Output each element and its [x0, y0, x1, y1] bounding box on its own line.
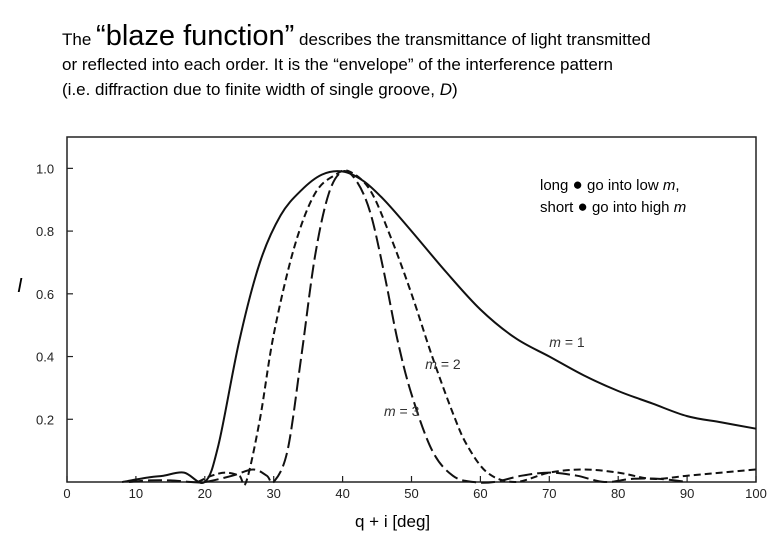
caption-lead: The	[62, 30, 92, 49]
y-axis-label: I	[17, 275, 23, 297]
x-tick-label: 30	[266, 486, 280, 501]
caption-line-3: (i.e. diffraction due to finite width of…	[62, 77, 762, 102]
y-tick-label: 0.2	[36, 412, 54, 427]
x-tick-label: 40	[335, 486, 349, 501]
series-label: m = 3	[384, 403, 420, 419]
caption-line-2: or reflected into each order. It is the …	[62, 55, 613, 74]
caption-line3-var: D	[439, 80, 452, 99]
series-labels: m = 1 m = 2 m = 3	[384, 334, 585, 419]
caption-line3-suffix: )	[451, 80, 458, 99]
caption-line-1: The “blaze function” describes the trans…	[62, 22, 762, 52]
caption-rest: describes the transmittance of light tra…	[294, 30, 651, 49]
annotation-line-2: short ● go into high m	[540, 197, 686, 216]
x-tick-label: 60	[473, 486, 487, 501]
y-tick-label: 0.4	[36, 350, 54, 365]
y-tick-label: 1.0	[36, 161, 54, 176]
x-axis-label: q + i [deg]	[355, 512, 430, 531]
bullet-icon: ●	[573, 175, 583, 194]
series-line-m-2	[197, 169, 757, 487]
x-tick-label: 50	[404, 486, 418, 501]
curves	[121, 169, 757, 487]
caption-highlight: “blaze function”	[96, 20, 295, 52]
x-tick-label: 70	[542, 486, 556, 501]
x-tick-label: 20	[198, 486, 212, 501]
y-tick-label: 0.6	[36, 287, 54, 302]
x-tick-label: 90	[680, 486, 694, 501]
series-line-m-1	[121, 170, 757, 484]
x-tick-label: 80	[611, 486, 625, 501]
series-label: m = 1	[549, 334, 585, 350]
x-tick-label: 100	[745, 486, 767, 501]
annotation-line-1: long ● go into low m,	[540, 175, 680, 194]
figure-caption: The “blaze function” describes the trans…	[62, 22, 762, 102]
y-axis-ticks: 0.2 0.4 0.6 0.8 1.0	[36, 161, 73, 427]
bullet-icon: ●	[578, 197, 588, 216]
x-axis-ticks: 0 10 20 30 40 50 60 70 80 90 100	[63, 476, 767, 501]
x-tick-label: 0	[63, 486, 70, 501]
y-tick-label: 0.8	[36, 224, 54, 239]
x-tick-label: 10	[129, 486, 143, 501]
series-label: m = 2	[425, 356, 461, 372]
series-line-m-3	[128, 170, 688, 485]
caption-line3-prefix: (i.e. diffraction due to finite width of…	[62, 80, 440, 99]
